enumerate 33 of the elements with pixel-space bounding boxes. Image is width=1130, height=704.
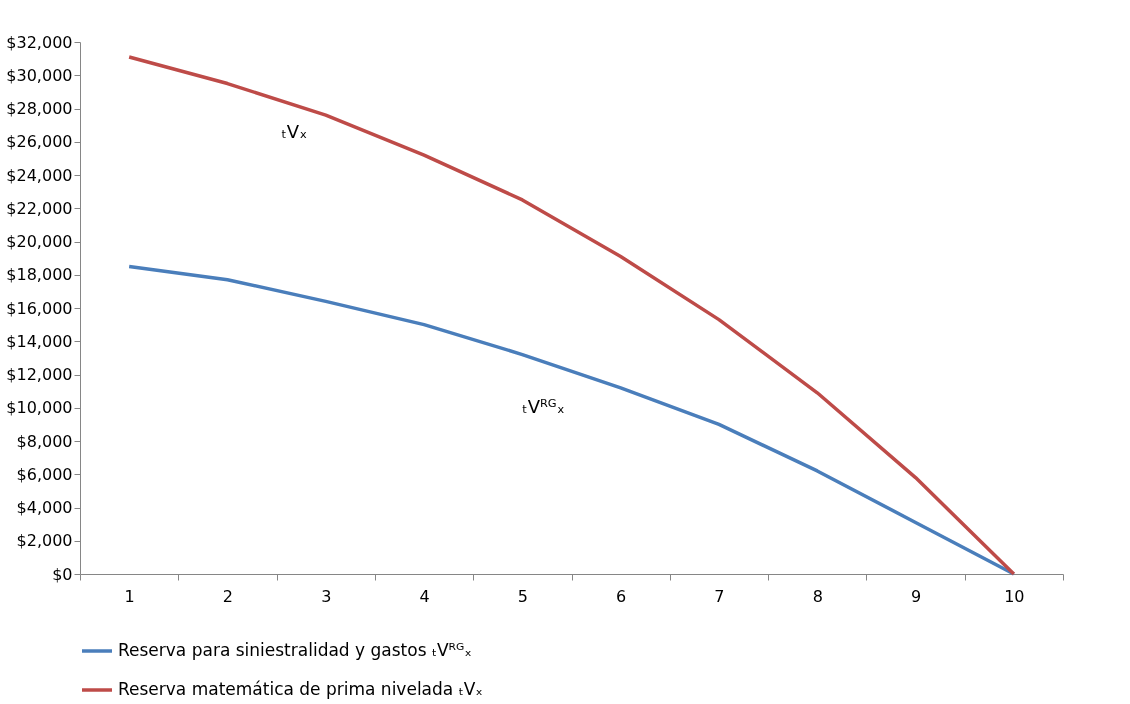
line-series [127,55,1016,576]
legend-label: Reserva para siniestralidad y gastos ₜVᴿᴳₓ [118,640,472,660]
y-tick-label: $12,000 [6,365,73,384]
y-tick-label: $2,000 [16,531,73,551]
y-tick-label: $26,000 [6,132,73,152]
x-tick-label: 3 [321,586,332,606]
x-tick-label: 5 [517,586,528,606]
x-tick-label: 9 [910,586,922,606]
x-tick-label: 8 [812,586,823,606]
y-tick-label: $22,000 [6,198,73,218]
annotation: ₜVₓ [281,121,308,142]
y-tick-label: $20,000 [6,232,73,251]
y-tick-label: $28,000 [6,99,73,118]
legend-label: Reserva matemática de prima nivelada ₜVₓ [118,679,483,699]
x-tick-label: 4 [419,586,430,606]
x-tick-label: 7 [714,586,725,606]
x-tick-label: 1 [124,586,135,606]
y-tick-label: $24,000 [6,165,73,185]
y-tick-label: $16,000 [6,298,73,318]
y-tick-label: $30,000 [6,65,73,85]
y-tick-label: $8,000 [16,431,73,451]
y-tick-label: $10,000 [6,398,73,418]
y-tick-label: $6,000 [16,464,73,484]
y-tick-label: $32,000 [6,32,73,52]
y-tick-label: $18,000 [6,265,73,285]
x-tick-label: 2 [222,586,234,606]
y-tick-label: $0 [52,564,73,584]
line-series [127,264,1016,576]
annotation: ₜVᴿᴳₓ [522,396,565,417]
x-tick-label: 10 [1004,586,1025,606]
x-tick-label: 6 [616,586,627,606]
y-tick-label: $14,000 [6,331,73,351]
y-tick-label: $4,000 [16,498,73,517]
